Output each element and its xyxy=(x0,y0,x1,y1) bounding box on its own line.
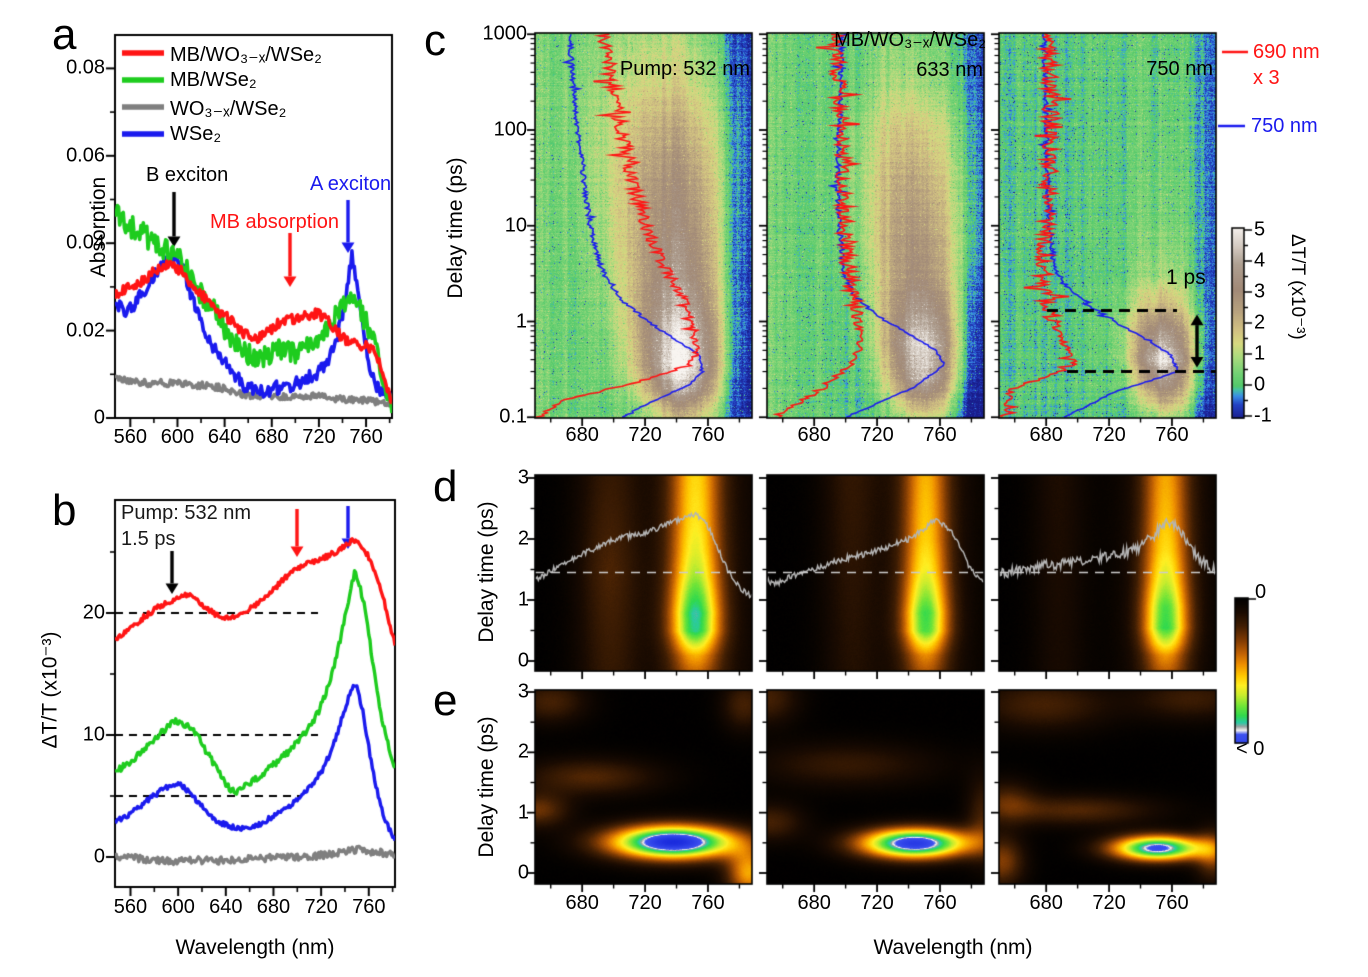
a-x-tick-label: 560 xyxy=(113,426,147,448)
e-y-tick-label: 0 xyxy=(517,861,529,884)
d-y-tick-label: 1 xyxy=(517,588,529,611)
c3-wavelength-label: 750 nm xyxy=(1146,58,1213,80)
b-y-axis-title: ΔT/T (x10⁻³) xyxy=(38,631,62,749)
a-y-tick-label: 0.02 xyxy=(66,319,105,342)
b-x-tick-label: 720 xyxy=(304,896,338,918)
e-x-tick-label: 760 xyxy=(923,892,957,914)
c-x-tick-label: 680 xyxy=(1029,424,1063,446)
e-y-tick-label: 1 xyxy=(517,801,529,824)
e-x-tick-label: 720 xyxy=(1092,892,1126,914)
c-y-axis-title: Delay time (ps) xyxy=(444,157,467,299)
e-x-tick-label: 760 xyxy=(691,892,725,914)
c-colorbar-tick-label: 5 xyxy=(1254,218,1266,241)
e-x-tick-label: 680 xyxy=(565,892,599,914)
d-y-tick-label: 2 xyxy=(517,527,529,550)
c-colorbar-tick-label: 1 xyxy=(1254,342,1266,365)
c-colorbar-tick-label: 3 xyxy=(1254,280,1266,303)
c-legend-x3: x 3 xyxy=(1253,67,1280,89)
c-colorbar-tick-label: 4 xyxy=(1254,249,1266,272)
c2-wavelength-label: 633 nm xyxy=(916,59,983,81)
d-y-tick-label: 3 xyxy=(517,466,529,489)
b-exciton-annotation: B exciton xyxy=(146,164,229,186)
e-x-tick-label: 720 xyxy=(628,892,662,914)
c-x-tick-label: 680 xyxy=(565,424,599,446)
b-x-tick-label: 680 xyxy=(256,896,291,918)
a-x-tick-label: 640 xyxy=(207,426,242,448)
a-y-tick-label: 0 xyxy=(93,406,105,429)
de-colorbar-zero-label: 0 xyxy=(1255,581,1267,603)
c-y-tick-label: 1 xyxy=(515,310,527,332)
c-x-tick-label: 720 xyxy=(1092,424,1126,446)
c-x-tick-label: 760 xyxy=(1155,424,1189,446)
panel-c-label: c xyxy=(424,16,446,65)
b-y-tick-label: 20 xyxy=(82,601,105,624)
c-y-tick-label: 100 xyxy=(493,118,527,141)
c-x-tick-label: 680 xyxy=(797,424,831,446)
c-colorbar-title: ΔT/T (x10⁻³) xyxy=(1287,234,1308,340)
c3-1ps-annotation: 1 ps xyxy=(1166,266,1206,289)
a-y-tick-label: 0.08 xyxy=(66,56,105,79)
b-x-tick-label: 560 xyxy=(113,896,148,918)
a-x-tick-label: 600 xyxy=(160,426,195,448)
e-x-tick-label: 720 xyxy=(860,892,894,914)
a-y-tick-label: 0.06 xyxy=(66,144,105,167)
c2-sample-label: MB/WO₃₋ₓ/WSe₂ xyxy=(834,29,986,51)
e-y-tick-label: 2 xyxy=(517,740,529,763)
a-y-axis-title: Absorption xyxy=(87,176,110,278)
b-x-tick-label: 640 xyxy=(209,896,243,918)
c1-pump-label: Pump: 532 nm xyxy=(619,58,750,80)
a-x-tick-label: 760 xyxy=(349,426,383,448)
panel-a-label: a xyxy=(52,10,77,59)
c-x-tick-label: 760 xyxy=(923,424,957,446)
c-x-tick-label: 760 xyxy=(691,424,725,446)
a-legend-label-3: WO₃₋ₓ/WSe₂ xyxy=(170,98,287,120)
c-colorbar-tick-label: 2 xyxy=(1254,311,1266,334)
a-legend-label-4: WSe₂ xyxy=(170,123,222,145)
d-y-axis-title: Delay time (ps) xyxy=(475,501,498,643)
c-y-tick-label: 1000 xyxy=(482,22,528,45)
e-x-tick-label: 760 xyxy=(1155,892,1189,914)
panel-b-label: b xyxy=(52,486,77,535)
a-exciton-annotation: A exciton xyxy=(310,173,392,195)
b-y-tick-label: 0 xyxy=(93,845,105,868)
mb-absorption-annotation: MB absorption xyxy=(210,211,339,233)
c-legend-750nm: 750 nm xyxy=(1251,115,1318,137)
a-legend-label-1: MB/WO₃₋ₓ/WSe₂ xyxy=(170,44,322,66)
de-colorbar-neg-label: < 0 xyxy=(1236,738,1265,760)
b-y-tick-label: 10 xyxy=(82,723,105,746)
main-x-axis-title: Wavelength (nm) xyxy=(873,936,1033,959)
e-y-tick-label: 3 xyxy=(517,680,529,703)
c-colorbar-tick-label: 0 xyxy=(1254,373,1266,396)
b-delay-annotation: 1.5 ps xyxy=(121,528,176,550)
c-y-tick-label: 0.1 xyxy=(499,405,527,428)
panel-e-label: e xyxy=(433,676,458,725)
a-y-tick-label: 0.04 xyxy=(66,231,105,254)
e-y-axis-title: Delay time (ps) xyxy=(475,716,498,858)
a-legend-label-2: MB/WSe₂ xyxy=(170,69,257,91)
b-x-tick-label: 760 xyxy=(352,896,386,918)
b-x-axis-title: Wavelength (nm) xyxy=(175,936,335,959)
c-y-tick-label: 10 xyxy=(504,214,527,237)
c-x-tick-label: 720 xyxy=(860,424,894,446)
a-x-tick-label: 720 xyxy=(302,426,336,448)
b-x-tick-label: 600 xyxy=(161,896,195,918)
c-colorbar-tick-label: -1 xyxy=(1254,404,1272,427)
c-x-tick-label: 720 xyxy=(628,424,662,446)
e-x-tick-label: 680 xyxy=(1029,892,1063,914)
d-y-tick-label: 0 xyxy=(517,649,529,672)
b-pump-annotation: Pump: 532 nm xyxy=(121,502,252,524)
panel-d-label: d xyxy=(433,462,458,511)
a-x-tick-label: 680 xyxy=(255,426,289,448)
e-x-tick-label: 680 xyxy=(797,892,831,914)
c-legend-690nm: 690 nm xyxy=(1253,41,1320,63)
